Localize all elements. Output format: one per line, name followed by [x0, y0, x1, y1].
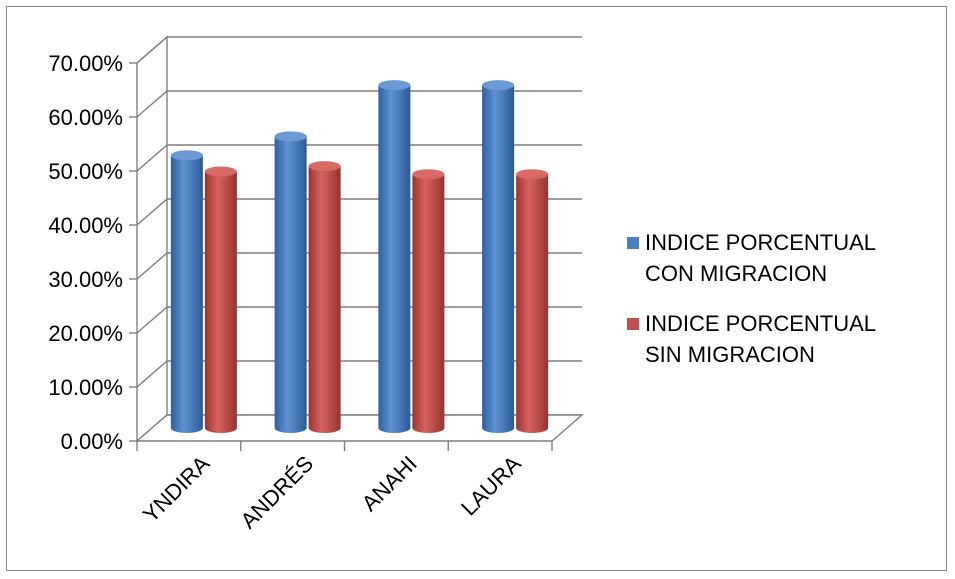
bar-body — [308, 166, 341, 434]
bar-body — [274, 136, 307, 434]
chart-floor — [135, 414, 584, 451]
left-wall — [136, 35, 168, 443]
bar-body — [482, 85, 515, 434]
bar-cap — [482, 80, 515, 91]
x-axis-labels: YNDIRA ANDRÉS ANAHI LAURA — [138, 451, 526, 534]
y-tick-label: 30.00% — [48, 267, 123, 292]
y-tick-label: 10.00% — [48, 375, 123, 400]
bar-cap — [516, 169, 549, 180]
bar-cap — [412, 169, 445, 180]
legend-swatch — [627, 318, 639, 330]
x-category-label: YNDIRA — [138, 451, 215, 528]
x-category-label: LAURA — [456, 451, 526, 521]
bar-body — [516, 174, 549, 434]
chart-svg: 0.00% 10.00% 20.00% 30.00% 40.00% 50.00% 60.00… — [48, 35, 876, 534]
y-tick-label: 40.00% — [48, 213, 123, 238]
bar-body — [378, 85, 411, 434]
bar-cap — [274, 131, 307, 142]
x-category-label: ANDRÉS — [236, 451, 319, 534]
y-axis-ticks: 0.00% 10.00% 20.00% 30.00% 40.00% 50.00% 60.00… — [48, 51, 137, 454]
bar-yndira-con — [170, 150, 203, 434]
legend-text: CON MIGRACION — [645, 261, 827, 286]
legend-swatch — [627, 237, 639, 249]
bars — [170, 80, 549, 434]
y-tick-label: 20.00% — [48, 321, 123, 346]
legend-item: INDICE PORCENTUAL CON MIGRACION — [627, 230, 876, 286]
bar-laura-sin — [516, 169, 549, 434]
x-category-label: ANAHI — [357, 451, 422, 516]
bar-body — [170, 155, 203, 434]
chart-walls — [136, 35, 168, 443]
bar-anahi-sin — [412, 169, 445, 434]
legend-text: INDICE PORCENTUAL — [645, 230, 876, 255]
y-tick-label: 0.00% — [61, 429, 123, 454]
gridline — [136, 198, 582, 226]
gridline — [136, 90, 582, 118]
gridline — [136, 144, 582, 172]
y-tick-label: 60.00% — [48, 105, 123, 130]
floor-plane — [135, 414, 584, 442]
gridline — [136, 306, 582, 334]
bar-cap — [204, 166, 237, 177]
bar-yndira-sin — [204, 166, 237, 434]
gridline — [136, 36, 582, 64]
bar-body — [412, 174, 445, 434]
gridline — [136, 252, 582, 280]
bar-laura-con — [482, 80, 515, 434]
legend-item: INDICE PORCENTUAL SIN MIGRACION — [627, 311, 876, 367]
bar-andrés-sin — [308, 161, 341, 434]
bar-cap — [308, 161, 341, 172]
y-tick-label: 50.00% — [48, 159, 123, 184]
y-tick-label: 70.00% — [48, 51, 123, 76]
bar-cap — [378, 80, 411, 91]
bar-body — [204, 171, 237, 434]
gridline — [136, 360, 582, 388]
bar-anahi-con — [378, 80, 411, 434]
legend-text: INDICE PORCENTUAL — [645, 311, 876, 336]
bar-cap — [170, 150, 203, 161]
bar-andrés-con — [274, 131, 307, 434]
gridlines — [136, 36, 582, 442]
chart-frame: 0.00% 10.00% 20.00% 30.00% 40.00% 50.00% 60.00… — [6, 6, 947, 571]
legend-text: SIN MIGRACION — [645, 342, 815, 367]
